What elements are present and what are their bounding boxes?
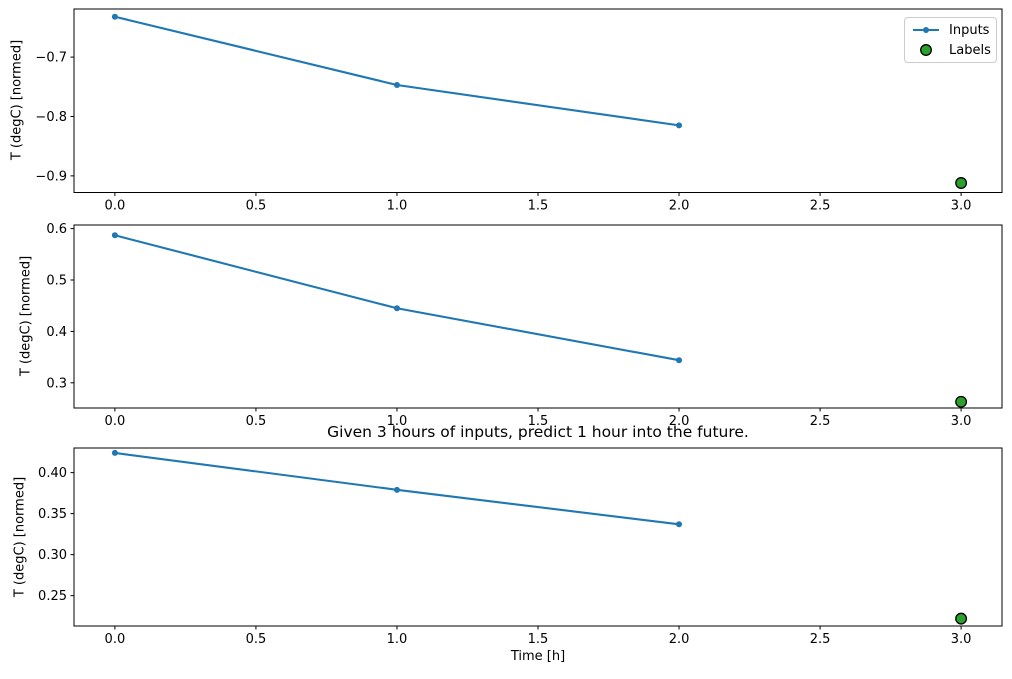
y-tick-label: 0.5 xyxy=(46,274,67,289)
x-tick-label: 3.0 xyxy=(951,632,972,647)
legend-label-inputs: Inputs xyxy=(949,22,990,38)
x-tick-label: 0.5 xyxy=(246,632,267,647)
legend-item-inputs: Inputs xyxy=(912,20,989,40)
chart-title: Given 3 hours of inputs, predict 1 hour … xyxy=(327,423,749,441)
x-tick-label: 1.0 xyxy=(387,199,408,214)
x-tick-label: 3.0 xyxy=(951,199,972,214)
inputs-point xyxy=(111,449,118,456)
x-tick-label: 1.0 xyxy=(387,414,408,429)
inputs-line xyxy=(113,234,681,362)
x-tick-label: 1.5 xyxy=(528,199,549,214)
subplot-2: 0.0 0.5 1.0 1.5 2.0 2.5 3.0 0.6 0.5 0.4 0.3 xyxy=(46,222,1003,429)
y-tick-label: 0.3 xyxy=(46,376,67,391)
x-tick-label: 2.0 xyxy=(669,414,690,429)
legend-item-labels: Labels xyxy=(912,40,991,60)
x-tick-label: 2.5 xyxy=(810,199,831,214)
x-tick-label: 0.0 xyxy=(105,632,126,647)
inputs-point xyxy=(393,305,400,312)
x-axis-label: Time [h] xyxy=(510,649,566,664)
axes-frame xyxy=(73,224,1003,409)
inputs-point xyxy=(111,13,118,20)
x-tick-label: 0.5 xyxy=(246,199,267,214)
inputs-point xyxy=(393,486,400,493)
axes-frame xyxy=(73,8,1003,193)
x-tick-label: 0.0 xyxy=(105,414,126,429)
x-tick-label: 1.5 xyxy=(528,414,549,429)
inputs-point xyxy=(676,521,683,528)
inputs-line xyxy=(113,15,681,127)
axes-frame xyxy=(73,447,1003,627)
x-tick-label: 0.0 xyxy=(105,199,126,214)
y-tick-label: 0.30 xyxy=(38,548,67,563)
y-axis-label-subplot-1: T (degC) [normed] xyxy=(9,39,25,161)
x-tick-label: 0.5 xyxy=(246,414,267,429)
x-tick-label: 1.0 xyxy=(387,632,408,647)
inputs-line-icon xyxy=(913,27,939,33)
y-tick-label: 0.4 xyxy=(46,325,67,340)
y-tick-label: −0.9 xyxy=(35,169,67,184)
inputs-point xyxy=(393,82,400,89)
y-tick-label: −0.8 xyxy=(35,110,67,125)
x-tick-label: 2.5 xyxy=(810,632,831,647)
y-axis-label-subplot-3: T (degC) [normed] xyxy=(12,476,28,598)
y-tick-label: 0.35 xyxy=(38,507,67,522)
inputs-point xyxy=(111,232,118,239)
x-tick-label: 2.0 xyxy=(669,199,690,214)
legend-label-labels: Labels xyxy=(949,42,991,58)
y-tick-label: −0.7 xyxy=(35,51,67,66)
subplot-1: 0.0 0.5 1.0 1.5 2.0 2.5 3.0 −0.7 −0.8 −0.9 xyxy=(35,8,1003,214)
x-tick-label: 2.0 xyxy=(669,632,690,647)
labels-point xyxy=(955,395,968,408)
y-tick-label: 0.6 xyxy=(46,222,67,237)
y-tick-label: 0.40 xyxy=(38,466,67,481)
x-tick-label: 3.0 xyxy=(951,414,972,429)
subplot-3: 0.0 0.5 1.0 1.5 2.0 2.5 3.0 0.40 0.35 0.30 0.25 xyxy=(38,447,1003,647)
inputs-point xyxy=(676,357,683,364)
inputs-point xyxy=(676,122,683,129)
labels-point xyxy=(955,612,968,625)
labels-point xyxy=(955,177,968,189)
x-tick-label: 2.5 xyxy=(810,414,831,429)
legend: Inputs Labels xyxy=(904,17,997,63)
x-tick-label: 1.5 xyxy=(528,632,549,647)
y-tick-label: 0.25 xyxy=(38,589,67,604)
y-axis-label-subplot-2: T (degC) [normed] xyxy=(18,255,34,377)
labels-circle-icon xyxy=(920,44,932,56)
